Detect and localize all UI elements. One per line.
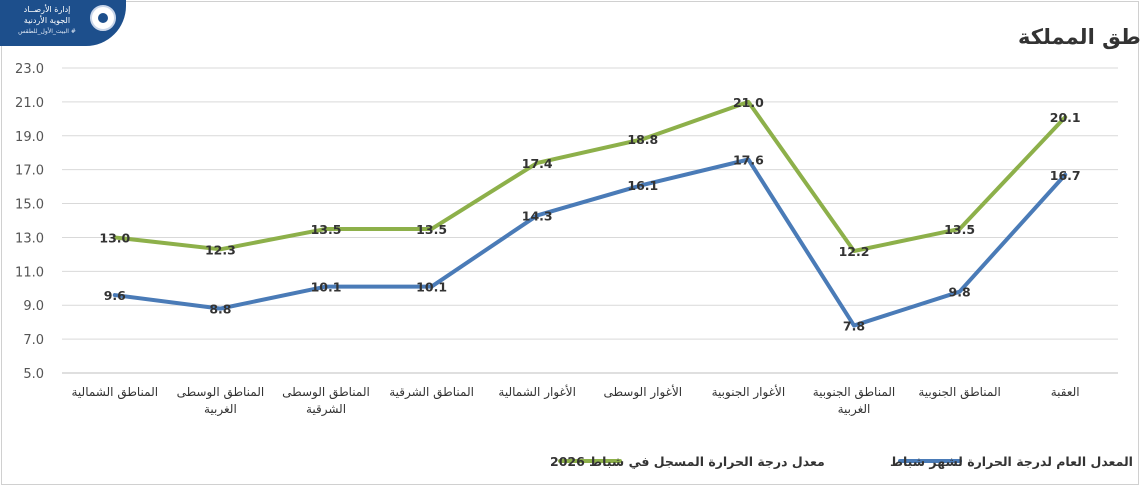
data-label: 17.4 (522, 156, 553, 171)
x-tick-label: الأغوار الوسطى (603, 384, 682, 400)
data-label: 14.3 (522, 208, 553, 223)
legend-label-2: المعدل العام لدرجة الحرارة لشهر شباط (890, 454, 1133, 470)
data-label: 20.1 (1050, 110, 1081, 125)
y-tick-label: 9.0 (23, 299, 44, 314)
series-line-2 (112, 157, 1068, 328)
data-label: 10.1 (416, 280, 447, 295)
x-tick-label: العقبة (1051, 385, 1080, 399)
logo-line-1: إدارة الأرصــاد (23, 5, 71, 14)
data-label: 13.5 (311, 222, 342, 237)
legend-label-1: معدل درجة الحرارة المسجل في شباط 2026 (550, 454, 825, 469)
data-label: 8.8 (209, 302, 231, 317)
data-label: 17.6 (733, 153, 764, 168)
x-tick-label: المناطق الوسطى (282, 385, 370, 400)
data-label: 13.0 (99, 230, 130, 245)
x-tick-label: المناطق الجنوبية (813, 385, 896, 400)
data-label: 18.8 (627, 132, 658, 147)
data-label: 10.1 (311, 280, 342, 295)
data-label: 9.6 (104, 288, 126, 303)
y-tick-label: 23.0 (15, 62, 44, 77)
y-tick-label: 15.0 (15, 198, 44, 213)
data-label: 21.0 (733, 95, 764, 110)
y-tick-label: 5.0 (23, 367, 44, 382)
y-tick-label: 21.0 (15, 96, 44, 111)
grid-lines (62, 67, 1118, 374)
x-tick-label: المناطق الشرقية (389, 385, 474, 400)
x-tick-label: الغربية (838, 402, 871, 417)
logo-seal-icon (90, 5, 116, 31)
data-label: 16.1 (627, 178, 658, 193)
y-axis: 5.0 7.0 9.0 11.0 13.0 15.0 17.0 19.0 21.0 23.0 (15, 62, 44, 382)
x-tick-label: المناطق الجنوبية (918, 385, 1001, 400)
data-label: 13.5 (944, 222, 975, 237)
data-label: 12.2 (839, 244, 870, 259)
legend: معدل درجة الحرارة المسجل في شباط 2026 الم… (550, 454, 1133, 470)
x-tick-label: الغربية (204, 402, 237, 417)
chart-title: مقارنة المعدل الشهري لدرجة الحرارة لشهر … (1018, 25, 1142, 50)
x-tick-label: الأغوار الشمالية (498, 384, 576, 400)
logo-badge: إدارة الأرصــاد الجوية الأردنية # البيت_… (0, 0, 126, 46)
series-group: 13.0 12.3 13.5 13.5 17.4 18.8 21.0 12.2 13.5 20.1… (99, 95, 1080, 334)
x-axis: المناطق الشمالية المناطق الوسطى الغربية الم… (72, 384, 1080, 417)
data-label: 12.3 (205, 242, 236, 257)
y-tick-label: 17.0 (15, 164, 44, 179)
y-tick-label: 19.0 (15, 130, 44, 145)
logo-line-3: # البيت_الأول_للطقس (18, 28, 76, 35)
y-tick-label: 11.0 (15, 265, 44, 280)
x-tick-label: المناطق الوسطى (177, 385, 265, 400)
x-tick-label: الشرقية (306, 402, 346, 417)
series-line-1 (112, 99, 1068, 253)
data-label: 16.7 (1050, 168, 1081, 183)
data-label: 9.8 (949, 285, 971, 300)
x-tick-label: الأغوار الجنوبية (712, 384, 786, 400)
x-tick-label: المناطق الشمالية (72, 385, 159, 400)
data-label: 7.8 (843, 319, 865, 334)
data-label: 13.5 (416, 222, 447, 237)
y-tick-label: 7.0 (23, 333, 44, 348)
logo-line-2: الجوية الأردنية (23, 16, 71, 25)
y-tick-label: 13.0 (15, 231, 44, 246)
logo-text: إدارة الأرصــاد الجوية الأردنية # البيت_… (6, 4, 88, 37)
